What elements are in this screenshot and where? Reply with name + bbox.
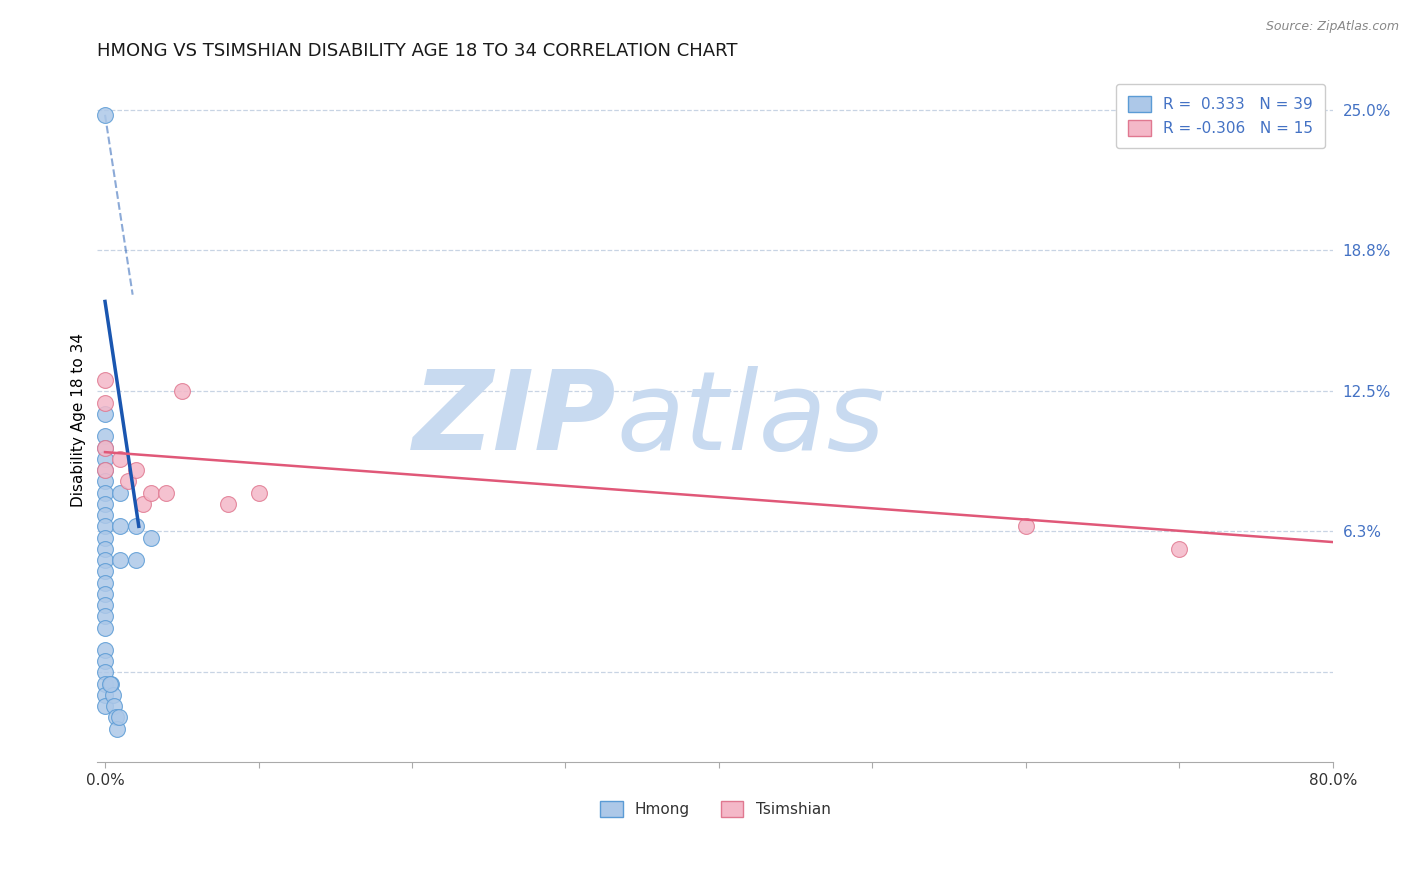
Point [94, 441, 117, 455]
Point [94, 395, 117, 409]
Point [155, 485, 177, 500]
Point [110, 451, 132, 466]
Point [247, 485, 270, 500]
Point [103, 699, 125, 714]
Point [110, 553, 132, 567]
Point [94, 108, 117, 122]
Point [94, 407, 117, 421]
Point [94, 497, 117, 511]
Point [94, 699, 117, 714]
Point [94, 475, 117, 489]
Point [94, 508, 117, 522]
Point [1168, 541, 1191, 556]
Point [132, 497, 155, 511]
Point [139, 485, 162, 500]
Point [94, 620, 117, 634]
Point [94, 541, 117, 556]
Point [94, 373, 117, 387]
Point [94, 654, 117, 668]
Point [170, 384, 193, 399]
Point [94, 587, 117, 601]
Point [94, 643, 117, 657]
Point [94, 463, 117, 477]
Point [110, 519, 132, 533]
Point [94, 688, 117, 702]
Point [94, 519, 117, 533]
Point [94, 485, 117, 500]
Point [94, 451, 117, 466]
Point [117, 475, 139, 489]
Point [94, 575, 117, 590]
Point [108, 710, 131, 724]
Point [94, 441, 117, 455]
Point [217, 497, 239, 511]
Point [139, 531, 162, 545]
Legend: Hmong, Tsimshian: Hmong, Tsimshian [593, 795, 837, 823]
Y-axis label: Disability Age 18 to 34: Disability Age 18 to 34 [72, 333, 86, 507]
Text: Source: ZipAtlas.com: Source: ZipAtlas.com [1265, 20, 1399, 33]
Point [94, 531, 117, 545]
Point [94, 564, 117, 578]
Point [98, 677, 121, 691]
Text: HMONG VS TSIMSHIAN DISABILITY AGE 18 TO 34 CORRELATION CHART: HMONG VS TSIMSHIAN DISABILITY AGE 18 TO … [97, 42, 738, 60]
Point [94, 429, 117, 443]
Text: atlas: atlas [616, 366, 884, 473]
Point [94, 598, 117, 612]
Text: ZIP: ZIP [413, 366, 616, 473]
Point [94, 665, 117, 680]
Point [125, 463, 148, 477]
Point [1015, 519, 1038, 533]
Point [100, 677, 122, 691]
Point [110, 485, 132, 500]
Point [125, 553, 148, 567]
Point [94, 553, 117, 567]
Point [94, 463, 117, 477]
Point [101, 688, 124, 702]
Point [104, 710, 127, 724]
Point [105, 722, 128, 736]
Point [94, 677, 117, 691]
Point [125, 519, 148, 533]
Point [94, 609, 117, 624]
